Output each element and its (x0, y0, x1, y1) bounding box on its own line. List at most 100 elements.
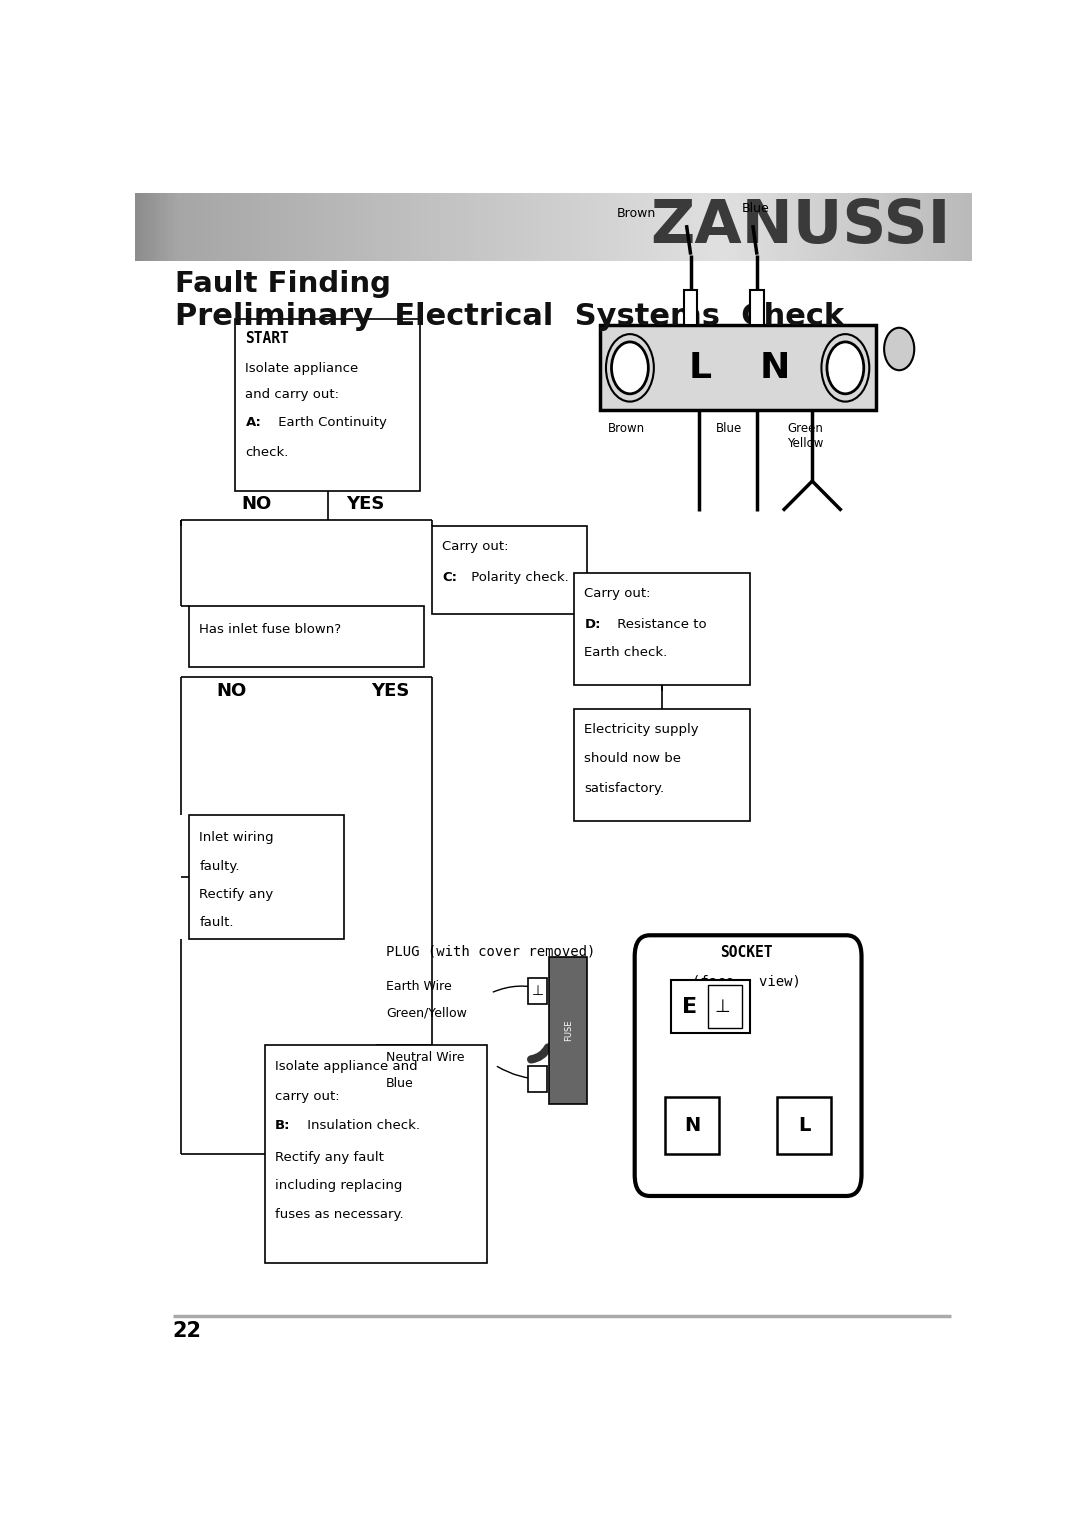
Bar (584, 193, 588, 260)
Bar (632, 193, 635, 260)
Bar (905, 193, 908, 260)
Bar (877, 193, 881, 260)
Text: Earth Continuity: Earth Continuity (274, 417, 387, 429)
Bar (417, 193, 420, 260)
Text: L: L (689, 351, 712, 385)
Text: SOCKET: SOCKET (719, 945, 772, 959)
Bar (961, 193, 964, 260)
Text: Blue: Blue (716, 423, 742, 435)
Bar (274, 193, 279, 260)
Bar (394, 193, 399, 260)
Circle shape (885, 328, 915, 371)
Bar (244, 193, 247, 260)
Bar (149, 193, 152, 260)
Bar (454, 193, 457, 260)
Bar (886, 193, 889, 260)
Bar (537, 193, 540, 260)
Bar (202, 193, 205, 260)
FancyBboxPatch shape (599, 325, 876, 411)
Bar (168, 193, 172, 260)
Bar (604, 193, 607, 260)
Bar (213, 193, 217, 260)
Bar (576, 193, 580, 260)
Bar (829, 193, 834, 260)
Bar (230, 193, 233, 260)
Bar (473, 193, 476, 260)
Text: Polarity check.: Polarity check. (468, 571, 569, 584)
Bar (447, 193, 451, 260)
Bar (914, 193, 917, 260)
Bar (534, 193, 538, 260)
Bar (780, 193, 783, 260)
Bar (922, 193, 926, 260)
Text: Rectify any: Rectify any (200, 889, 273, 901)
Bar (958, 193, 961, 260)
Bar (311, 193, 314, 260)
Bar (626, 193, 630, 260)
Bar (724, 193, 727, 260)
Bar (542, 193, 546, 260)
Bar (919, 193, 922, 260)
Bar (548, 193, 552, 260)
Bar (341, 193, 346, 260)
Bar (383, 193, 387, 260)
Bar (835, 193, 839, 260)
Bar (197, 193, 200, 260)
Bar (785, 193, 788, 260)
Bar (308, 193, 312, 260)
FancyBboxPatch shape (235, 320, 419, 490)
Bar (679, 193, 683, 260)
Bar (191, 193, 194, 260)
Text: carry out:: carry out: (274, 1089, 339, 1103)
Bar (345, 193, 348, 260)
Bar (285, 193, 289, 260)
Text: NO: NO (241, 495, 271, 513)
Bar (623, 193, 626, 260)
Bar (721, 193, 725, 260)
Bar (239, 193, 242, 260)
Bar (861, 193, 864, 260)
Bar (646, 193, 649, 260)
Text: including replacing: including replacing (274, 1180, 402, 1192)
Bar (174, 193, 178, 260)
Bar (235, 193, 239, 260)
Bar (408, 193, 413, 260)
Bar (255, 193, 258, 260)
Bar (554, 193, 557, 260)
Bar (648, 193, 652, 260)
Bar (186, 193, 189, 260)
Bar (246, 193, 251, 260)
FancyBboxPatch shape (665, 1097, 719, 1154)
Bar (227, 193, 231, 260)
Bar (500, 193, 504, 260)
Bar (495, 193, 499, 260)
FancyBboxPatch shape (635, 935, 862, 1196)
Bar (620, 193, 624, 260)
Text: Inlet wiring: Inlet wiring (200, 832, 274, 844)
Bar (916, 193, 920, 260)
Bar (896, 193, 901, 260)
Text: Brown: Brown (608, 423, 645, 435)
Bar (607, 193, 610, 260)
Bar (364, 193, 367, 260)
Bar (791, 193, 794, 260)
Bar (880, 193, 883, 260)
Text: ZANUSSI: ZANUSSI (650, 198, 951, 256)
Bar (292, 193, 295, 260)
Bar (264, 193, 267, 260)
Bar (813, 193, 816, 260)
Bar (327, 193, 332, 260)
Bar (727, 193, 730, 260)
Bar (378, 193, 381, 260)
Bar (302, 193, 306, 260)
Bar (336, 193, 339, 260)
Bar (939, 193, 942, 260)
Bar (671, 193, 674, 260)
Bar (707, 193, 711, 260)
Bar (810, 193, 814, 260)
Bar (258, 193, 261, 260)
Bar (478, 193, 482, 260)
Bar (177, 193, 180, 260)
Bar (710, 193, 714, 260)
Text: YES: YES (346, 495, 384, 513)
